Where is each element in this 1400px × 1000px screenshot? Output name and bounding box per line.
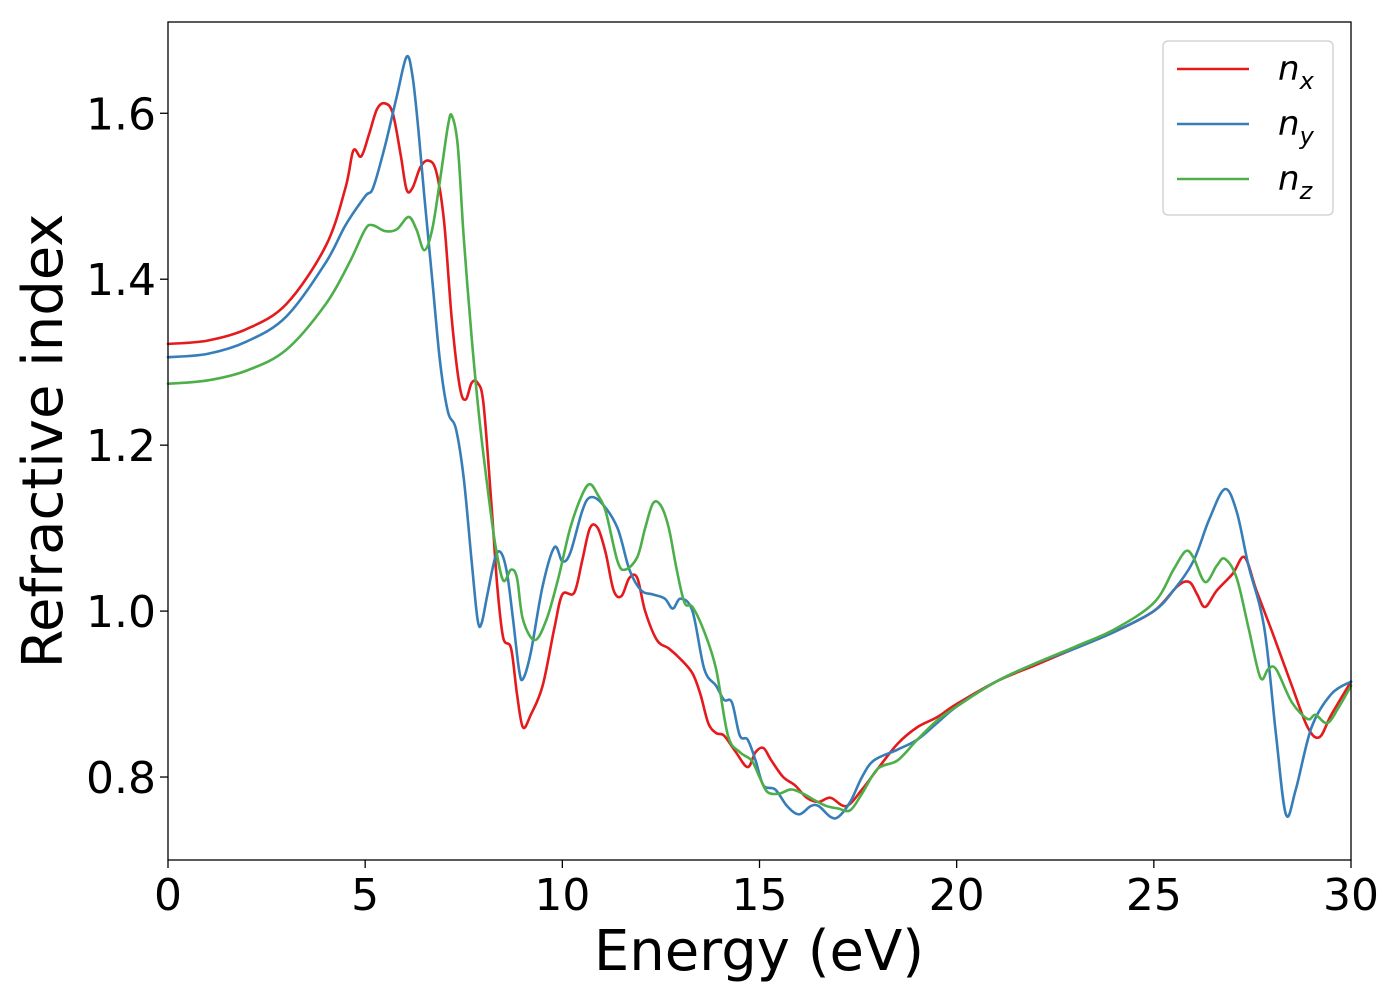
x-tick-label: 5 [351,870,379,921]
plot-background [168,22,1351,860]
series-line-n-y [166,54,1353,820]
y-tick-label: 0.8 [86,753,156,804]
legend-label-z: nz [1278,159,1314,205]
x-tick-label: 25 [1126,870,1182,921]
y-tick-label: 1.6 [86,89,156,140]
legend: nx ny nz [1162,40,1334,216]
series-line-n-z [166,113,1353,813]
y-tick-label: 1.0 [86,587,156,638]
legend-box [1162,40,1334,216]
x-axis-ticks: 0 5 10 15 20 25 30 [154,860,1379,921]
legend-items: nx ny nz [1177,49,1315,205]
x-tick-label: 15 [732,870,788,921]
y-axis-ticks: 0.8 1.0 1.2 1.4 1.6 [86,89,168,804]
x-tick-label: 10 [534,870,590,921]
legend-label-y: ny [1278,104,1315,150]
y-axis-label: Refractive index [11,214,76,669]
x-tick-label: 20 [929,870,985,921]
x-axis-label: Energy (eV) [594,919,924,984]
x-tick-label: 30 [1323,870,1379,921]
x-tick-label: 0 [154,870,182,921]
legend-label-x: nx [1278,49,1315,95]
series-layer [166,54,1353,820]
y-tick-label: 1.4 [86,255,156,306]
y-tick-label: 1.2 [86,421,156,472]
